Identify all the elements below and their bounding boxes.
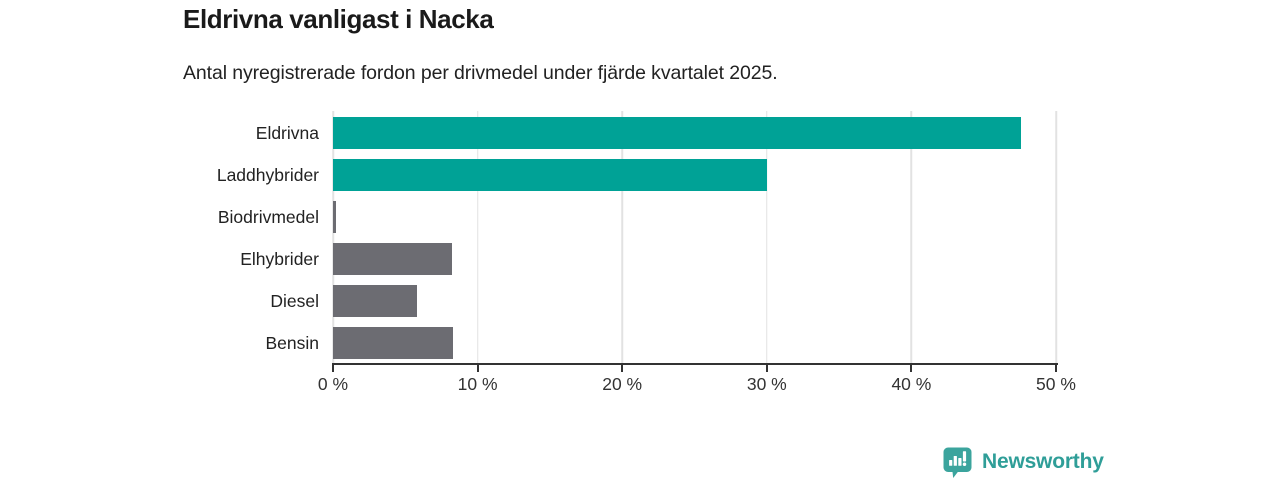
bar [333, 285, 417, 317]
x-axis-tick-label: 40 % [891, 374, 932, 394]
gridline [621, 111, 623, 363]
bar-row: Biodrivmedel [218, 201, 1056, 233]
category-label: Laddhybrider [216, 165, 319, 185]
bar-row: Diesel [270, 285, 1056, 317]
bar-row: Bensin [265, 327, 1056, 359]
x-axis-tick [621, 363, 624, 372]
chart-subtitle: Antal nyregistrerade fordon per drivmede… [183, 62, 778, 84]
x-axis-tick-label: 20 % [602, 374, 643, 394]
bar-row: Elhybrider [240, 243, 1056, 275]
x-axis-tick-label: 0 % [317, 374, 349, 394]
gridline [766, 111, 768, 363]
x-axis-tick-label: 30 % [746, 374, 787, 394]
gridline [1055, 111, 1057, 363]
bar [333, 243, 452, 275]
x-axis-line [331, 363, 1058, 365]
x-axis-tick [476, 363, 479, 372]
chart-title: Eldrivna vanligast i Nacka [183, 4, 494, 34]
category-label: Diesel [270, 291, 319, 311]
bar-row: Eldrivna [256, 117, 1056, 149]
x-axis-tick [765, 363, 768, 372]
bar [333, 327, 454, 359]
x-axis-tick [910, 363, 913, 372]
newsworthy-logo[interactable]: Newsworthy [941, 445, 1104, 478]
bar [333, 117, 1022, 149]
bar-row: Laddhybrider [217, 159, 1056, 191]
gridline [910, 111, 913, 363]
category-label: Elhybrider [240, 249, 319, 269]
gridline [332, 111, 334, 363]
plot-area: Eldrivna Laddhybrider Biodrivmedel Elhybrid… [217, 111, 1076, 394]
category-label: Biodrivmedel [217, 207, 319, 227]
bar [333, 159, 767, 191]
category-label: Bensin [265, 333, 319, 353]
x-axis-tick-label: 50 % [1036, 374, 1076, 394]
newsworthy-logo-text: Newsworthy [982, 449, 1104, 473]
newsworthy-logo-icon [941, 445, 974, 478]
x-axis-tick-label: 10 % [457, 374, 498, 394]
gridline [476, 111, 479, 363]
category-label: Eldrivna [255, 123, 319, 143]
bar [333, 201, 336, 233]
x-axis-tick [332, 363, 334, 372]
x-axis-tick [1055, 363, 1057, 372]
